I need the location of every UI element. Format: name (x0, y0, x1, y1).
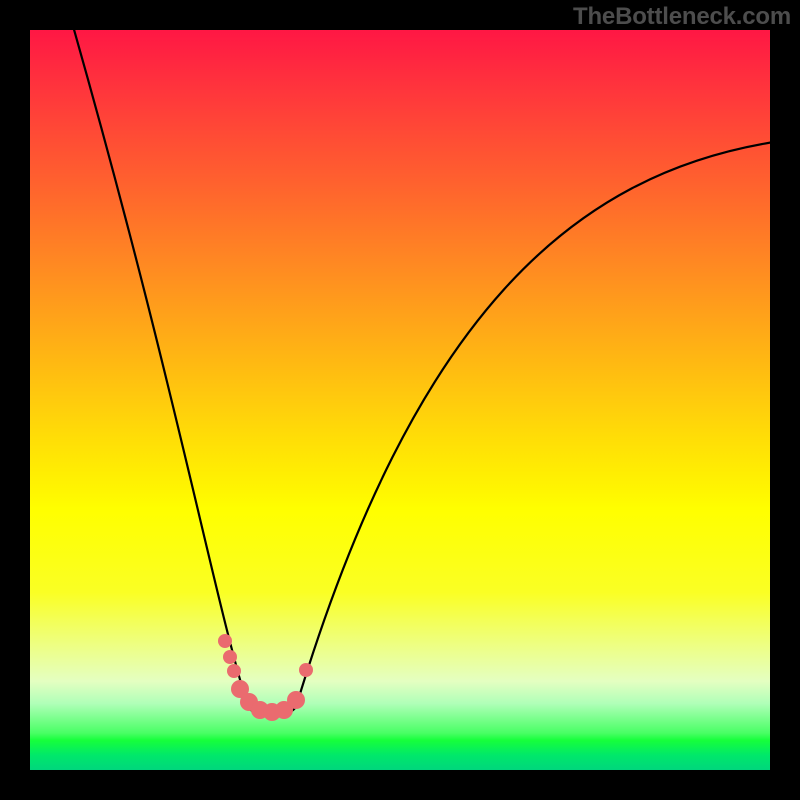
gradient-plot-area (30, 30, 770, 770)
v-curve-chart (30, 30, 770, 770)
data-point (223, 650, 237, 664)
data-point (218, 634, 232, 648)
outer-frame: TheBottleneck.com (0, 0, 800, 800)
watermark-text: TheBottleneck.com (573, 3, 791, 31)
data-point (299, 663, 313, 677)
data-point (287, 691, 305, 709)
data-point (227, 664, 241, 678)
bottleneck-curve (65, 30, 770, 717)
watermark-label: TheBottleneck.com (573, 3, 791, 30)
